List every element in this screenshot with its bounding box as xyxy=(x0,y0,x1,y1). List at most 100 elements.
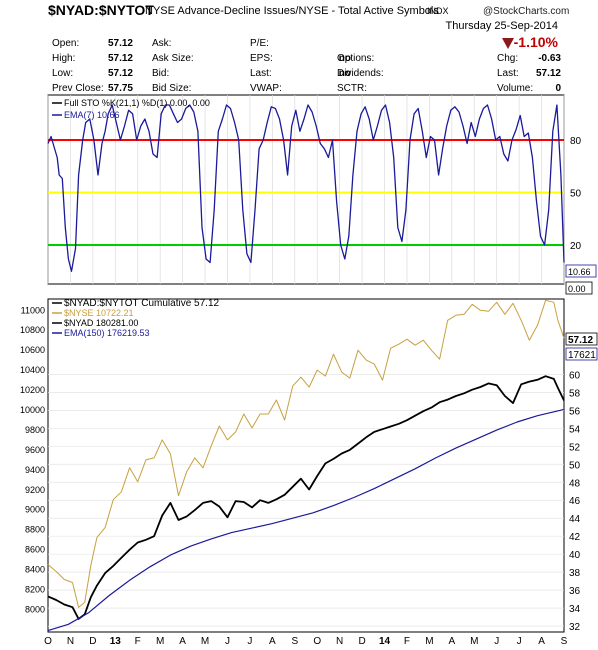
price-right-tick: 46 xyxy=(569,496,581,507)
price-legend-label: EMA(150) 176219.53 xyxy=(64,328,150,338)
quote-label: Bid: xyxy=(152,68,170,79)
price-legend-label: $NYAD:$NYTOT Cumulative 57.12 xyxy=(64,298,220,309)
x-tick-label: O xyxy=(313,636,321,647)
sto-tag-box xyxy=(565,281,593,295)
price-tag-value: 17621 xyxy=(568,350,596,361)
x-tick-label: S xyxy=(561,636,568,647)
quote-label: SCTR: xyxy=(337,83,367,94)
quote-label: Ask: xyxy=(152,38,172,49)
brand-label[interactable]: @StockCharts.com xyxy=(483,6,570,17)
sto-tag-box xyxy=(565,264,597,278)
price-left-tick: 10400 xyxy=(20,365,45,375)
quote-value: 57.12 xyxy=(107,38,133,49)
sto-tag-value: 10.66 xyxy=(568,267,591,277)
quote-label: VWAP: xyxy=(250,83,282,94)
quote-label: Ask Size: xyxy=(152,53,194,64)
x-tick-label: J xyxy=(247,636,252,647)
quote-value: 57.12 xyxy=(107,53,133,64)
quote-label: Chg: xyxy=(497,53,519,64)
price-left-tick: 9600 xyxy=(25,445,45,455)
x-tick-label: A xyxy=(269,636,276,647)
x-tick-label: M xyxy=(201,636,209,647)
price-right-tick: 48 xyxy=(569,478,581,489)
x-tick-label: 14 xyxy=(379,636,391,647)
price-left-tick: 10200 xyxy=(20,385,45,395)
ema7-legend-label: EMA(7) 10.66 xyxy=(64,110,120,120)
price-right-tick: 60 xyxy=(569,370,581,381)
x-tick-label: A xyxy=(448,636,455,647)
price-left-tick: 8400 xyxy=(25,565,45,575)
price-tag-box xyxy=(565,347,598,361)
symbol-name: NYSE Advance-Decline Issues/NYSE - Total… xyxy=(145,5,439,17)
price-series-line xyxy=(47,375,565,620)
price-right-tick: 38 xyxy=(569,568,581,579)
price-series-line xyxy=(47,408,565,632)
price-left-tick: 9200 xyxy=(25,485,45,495)
price-left-tick: 9800 xyxy=(25,425,45,435)
price-legend-label: $NYSE 10722.21 xyxy=(64,308,134,318)
price-right-tick: 52 xyxy=(569,442,581,453)
price-right-tick: 50 xyxy=(569,460,581,471)
quote-value: -0.63 xyxy=(538,53,561,64)
x-tick-label: F xyxy=(135,636,141,647)
x-tick-label: N xyxy=(336,636,343,647)
price-right-tick: 32 xyxy=(569,622,581,633)
quote-value: no xyxy=(338,68,351,79)
price-left-tick: 8600 xyxy=(25,545,45,555)
price-right-tick: 58 xyxy=(569,388,581,399)
sto-y-tick: 50 xyxy=(570,189,582,200)
price-left-tick: 9400 xyxy=(25,465,45,475)
date-label: Thursday 25-Sep-2014 xyxy=(445,20,558,32)
quote-value: 57.12 xyxy=(107,68,133,79)
x-tick-label: S xyxy=(291,636,298,647)
change-percent: -1.10% xyxy=(513,34,558,50)
quote-label: Last: xyxy=(250,68,272,79)
price-panel-frame xyxy=(47,298,565,633)
price-tag-value: 57.12 xyxy=(568,335,593,346)
down-arrow-icon xyxy=(502,38,514,49)
price-left-tick: 8800 xyxy=(25,525,45,535)
x-tick-label: D xyxy=(89,636,96,647)
price-right-tick: 34 xyxy=(569,604,581,615)
quote-label: EPS: xyxy=(250,53,273,64)
quote-label: Low: xyxy=(52,68,74,79)
price-left-tick: 10600 xyxy=(20,345,45,355)
quote-label: Options: xyxy=(337,53,375,64)
x-tick-label: J xyxy=(225,636,230,647)
price-right-tick: 44 xyxy=(569,514,581,525)
quote-value: 57.12 xyxy=(535,68,561,79)
quote-value: 0 xyxy=(555,83,561,94)
x-tick-label: J xyxy=(517,636,522,647)
quote-label: Last: xyxy=(497,68,519,79)
x-tick-label: M xyxy=(156,636,164,647)
quote-value: 57.75 xyxy=(107,83,133,94)
sto-y-tick: 20 xyxy=(570,241,582,252)
price-left-tick: 9000 xyxy=(25,505,45,515)
x-tick-label: M xyxy=(425,636,433,647)
quote-header: $NYAD:$NYTOT NYSE Advance-Decline Issues… xyxy=(0,0,598,100)
x-tick-label: 13 xyxy=(110,636,122,647)
x-tick-label: J xyxy=(494,636,499,647)
x-tick-label: D xyxy=(358,636,365,647)
x-tick-label: M xyxy=(470,636,478,647)
price-left-tick: 11000 xyxy=(21,305,45,315)
x-tick-label: A xyxy=(179,636,186,647)
sto-series-line xyxy=(47,104,565,272)
quote-label: Dividends: xyxy=(337,68,384,79)
sto-y-tick: 80 xyxy=(570,136,582,147)
sto-tag-value: 0.00 xyxy=(568,284,586,294)
price-series-line xyxy=(47,299,565,608)
quote-label: Prev Close: xyxy=(52,83,104,94)
sto-legend-label: Full STO %K(21,1) %D(1) 0.00, 0.00 xyxy=(64,98,210,108)
x-tick-label: N xyxy=(67,636,74,647)
quote-value: no xyxy=(338,53,351,64)
x-tick-label: A xyxy=(538,636,545,647)
price-right-tick: 42 xyxy=(569,532,581,543)
x-tick-label: O xyxy=(44,636,52,647)
quote-label: Volume: xyxy=(497,83,534,94)
quote-label: Open: xyxy=(52,38,80,49)
price-right-tick: 54 xyxy=(569,424,581,435)
price-legend-label: $NYAD 180281.00 xyxy=(64,318,138,328)
price-left-tick: 8200 xyxy=(25,584,45,594)
